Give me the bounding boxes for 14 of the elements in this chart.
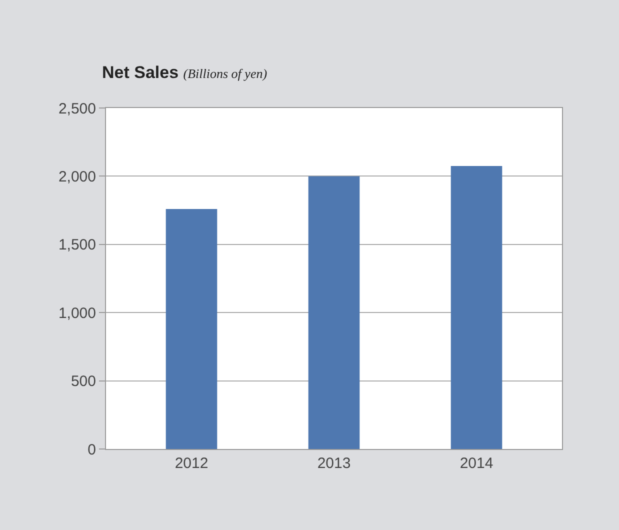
y-tick-label: 2,500 (58, 100, 96, 118)
bar (166, 208, 218, 449)
bar (450, 166, 502, 449)
bar (308, 176, 360, 449)
chart-title: Net Sales (102, 62, 179, 82)
y-tick-label: 0 (88, 441, 96, 458)
y-tick-label: 2,000 (58, 168, 96, 186)
x-tick-label: 2013 (317, 455, 351, 472)
x-tick-label: 2014 (460, 455, 494, 472)
chart-subtitle: (Billions of yen) (183, 66, 268, 81)
y-tick-label: 1,500 (58, 236, 96, 254)
x-tick-label: 2012 (174, 455, 208, 472)
y-tick-label: 500 (70, 373, 96, 390)
y-tick-label: 1,000 (58, 304, 96, 322)
